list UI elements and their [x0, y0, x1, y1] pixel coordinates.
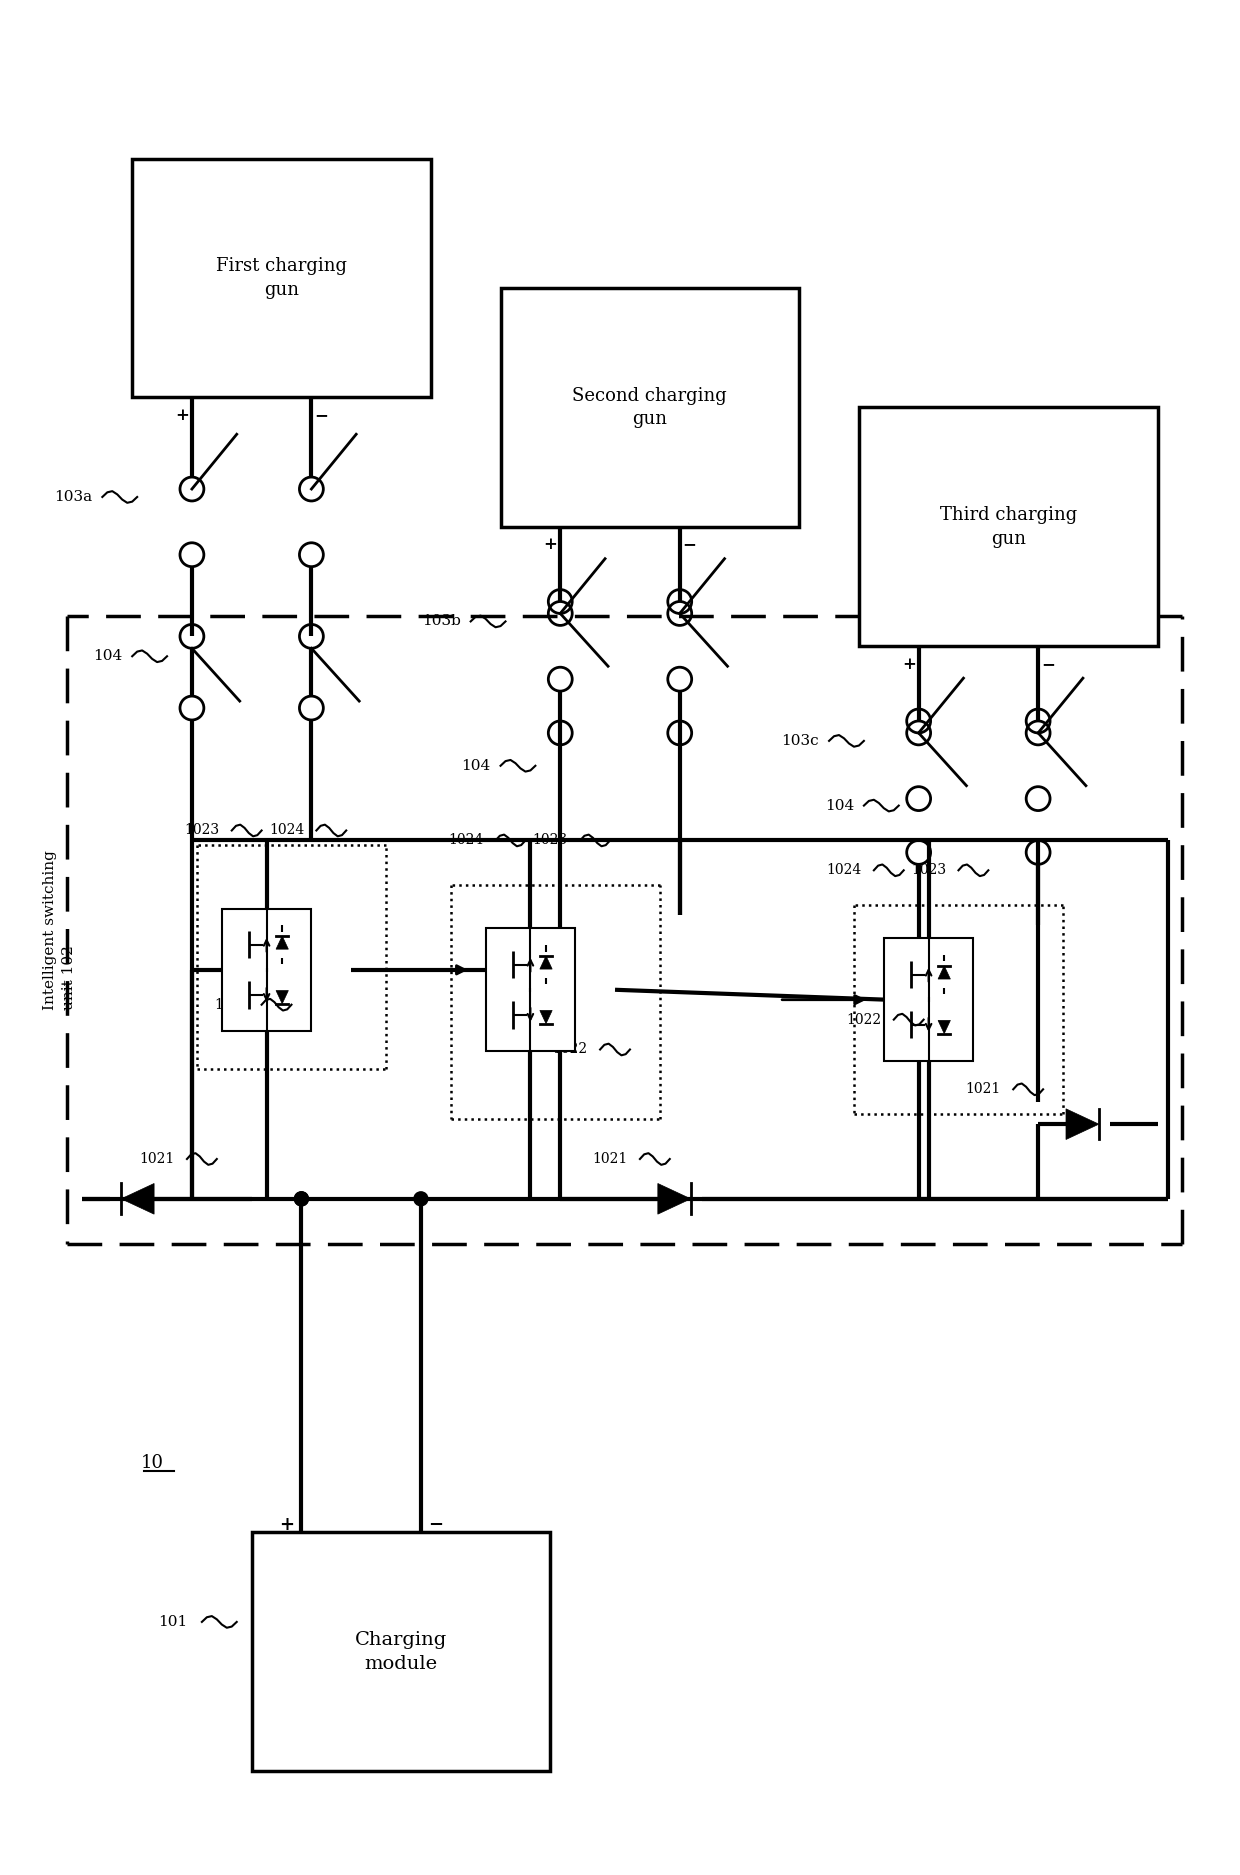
- Bar: [252, 1532, 551, 1772]
- Text: 104: 104: [825, 799, 854, 812]
- Text: 1024: 1024: [826, 862, 862, 878]
- Text: 1023: 1023: [533, 832, 568, 848]
- Text: 1021: 1021: [966, 1082, 1001, 1097]
- Text: 1021: 1021: [593, 1151, 627, 1166]
- Bar: [501, 289, 800, 527]
- Text: 103a: 103a: [55, 489, 92, 504]
- Text: −: −: [428, 1517, 444, 1534]
- Polygon shape: [539, 956, 552, 969]
- Text: Charging
module: Charging module: [355, 1631, 448, 1672]
- Text: Third charging
gun: Third charging gun: [940, 506, 1076, 548]
- Text: 1023: 1023: [911, 862, 946, 878]
- Polygon shape: [277, 936, 289, 949]
- Text: 1022: 1022: [847, 1013, 882, 1028]
- Text: First charging
gun: First charging gun: [216, 257, 347, 298]
- Text: 104: 104: [461, 759, 491, 772]
- Bar: [486, 928, 575, 1052]
- Text: Second charging
gun: Second charging gun: [573, 386, 727, 428]
- Text: −: −: [683, 536, 697, 553]
- Polygon shape: [939, 1020, 950, 1033]
- Bar: [859, 407, 1158, 647]
- Text: −: −: [1042, 656, 1055, 673]
- Text: 103b: 103b: [422, 615, 461, 628]
- Text: 1021: 1021: [139, 1151, 175, 1166]
- Text: 101: 101: [157, 1614, 187, 1629]
- Bar: [222, 909, 311, 1031]
- Polygon shape: [939, 966, 950, 979]
- Circle shape: [294, 1192, 309, 1206]
- Text: 104: 104: [93, 649, 123, 664]
- Text: +: +: [543, 536, 557, 553]
- Text: 1023: 1023: [185, 823, 219, 838]
- Bar: [884, 938, 973, 1061]
- Text: −: −: [315, 407, 329, 424]
- Text: 103c: 103c: [781, 733, 820, 748]
- Text: +: +: [279, 1517, 294, 1534]
- Text: 1024: 1024: [448, 832, 484, 848]
- Polygon shape: [658, 1183, 691, 1215]
- Polygon shape: [122, 1183, 154, 1215]
- Polygon shape: [277, 990, 289, 1003]
- Text: Intelligent switching
unit 102: Intelligent switching unit 102: [42, 849, 76, 1011]
- Circle shape: [294, 1192, 309, 1206]
- Text: 1024: 1024: [269, 823, 304, 838]
- Text: 10: 10: [140, 1453, 164, 1472]
- Polygon shape: [1066, 1108, 1099, 1140]
- Polygon shape: [539, 1011, 552, 1024]
- Text: 1022: 1022: [553, 1042, 588, 1056]
- Text: +: +: [175, 407, 188, 424]
- Text: 1022: 1022: [215, 998, 249, 1012]
- Bar: [133, 159, 430, 398]
- Text: +: +: [901, 656, 915, 673]
- Circle shape: [414, 1192, 428, 1206]
